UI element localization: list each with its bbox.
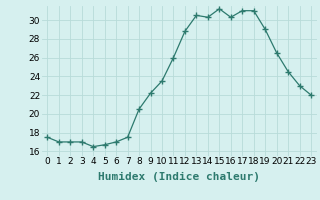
X-axis label: Humidex (Indice chaleur): Humidex (Indice chaleur): [98, 172, 260, 182]
